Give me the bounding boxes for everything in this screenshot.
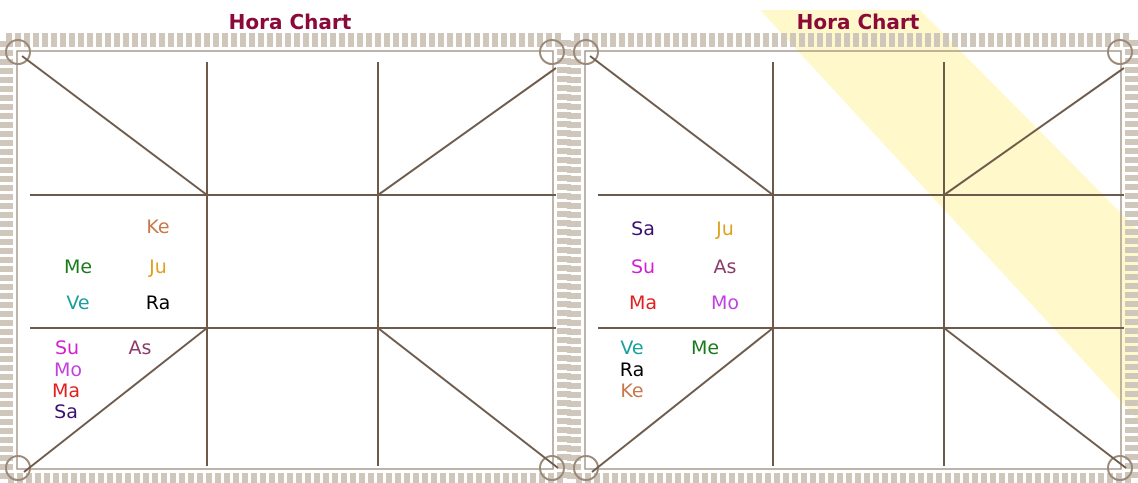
planet-label: Ve <box>66 292 89 314</box>
page: Hora ChartKeMeJuVeRaSuAsMoMaSaHora Chart… <box>0 0 1138 483</box>
planet-label: Mo <box>54 359 82 381</box>
planet-label: Su <box>631 256 655 278</box>
planet-label: Ra <box>146 292 170 314</box>
planet-label: Sa <box>631 218 655 240</box>
chart-line <box>378 328 558 468</box>
chart-line <box>22 56 207 195</box>
planet-label: As <box>129 337 152 359</box>
planet-label: Sa <box>54 401 78 423</box>
planet-label: Ju <box>715 218 734 240</box>
watermark <box>760 10 1138 420</box>
planet-label: Mo <box>711 292 739 314</box>
planet-label: Me <box>691 337 719 359</box>
planet-label: Su <box>55 337 79 359</box>
chart-title: Hora Chart <box>229 10 352 34</box>
chart-title: Hora Chart <box>797 10 920 34</box>
chart-line <box>592 328 773 472</box>
chart-line <box>590 56 773 195</box>
planet-label: Ve <box>620 337 643 359</box>
chart-line <box>378 68 556 195</box>
planet-label: Ma <box>629 292 657 314</box>
planet-label: Ke <box>620 380 643 402</box>
planet-label: As <box>714 256 737 278</box>
planet-label: Ra <box>620 359 644 381</box>
planet-label: Ke <box>146 216 169 238</box>
planet-label: Me <box>64 256 92 278</box>
planet-label: Ma <box>52 380 80 402</box>
planet-label: Ju <box>148 256 167 278</box>
